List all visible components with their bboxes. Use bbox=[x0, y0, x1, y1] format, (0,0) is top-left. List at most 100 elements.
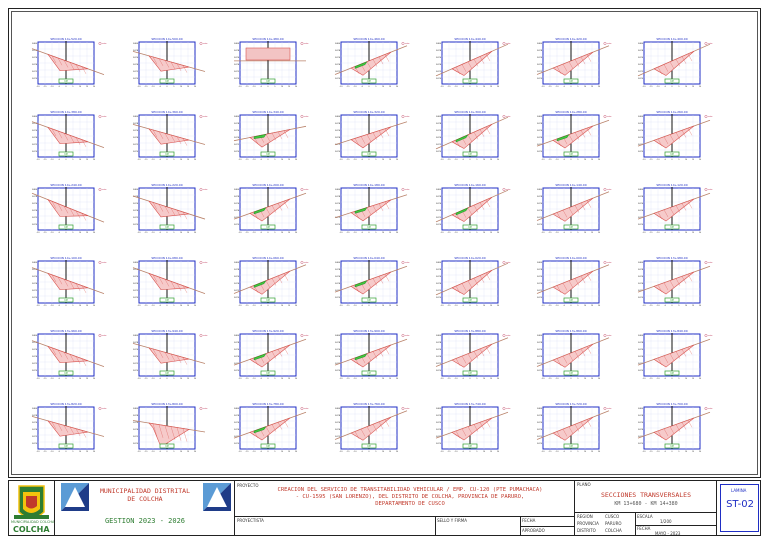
section-title: SECCION 13+740.00 bbox=[454, 402, 485, 406]
svg-text:5: 5 bbox=[274, 451, 275, 453]
svg-text:-20: -20 bbox=[239, 232, 243, 234]
svg-text:3474: 3474 bbox=[335, 356, 341, 358]
svg-text:3480: 3480 bbox=[537, 116, 543, 118]
svg-text:20: 20 bbox=[598, 305, 601, 307]
svg-text:5: 5 bbox=[476, 378, 477, 380]
svg-text:3472: 3472 bbox=[133, 144, 139, 146]
svg-text:10: 10 bbox=[281, 232, 284, 234]
svg-text:3470: 3470 bbox=[32, 78, 38, 80]
svg-text:cota: cota bbox=[203, 407, 208, 410]
svg-text:-10: -10 bbox=[354, 86, 358, 88]
svg-text:3478: 3478 bbox=[133, 50, 139, 52]
fill-area bbox=[253, 353, 267, 361]
svg-text:3480: 3480 bbox=[436, 43, 442, 45]
svg-text:3470: 3470 bbox=[234, 78, 240, 80]
svg-text:3470: 3470 bbox=[436, 443, 442, 445]
svg-text:20: 20 bbox=[295, 451, 298, 453]
svg-text:3480: 3480 bbox=[638, 335, 644, 337]
svg-text:0: 0 bbox=[469, 305, 471, 307]
svg-text:3478: 3478 bbox=[234, 415, 240, 417]
svg-text:-15: -15 bbox=[145, 232, 148, 234]
cross-section: SECCION 14+220.0034803478347634743472347… bbox=[132, 183, 208, 234]
svg-text:cota: cota bbox=[304, 115, 309, 118]
svg-text:cota: cota bbox=[405, 188, 410, 191]
svg-text:-10: -10 bbox=[152, 159, 156, 161]
svg-text:5: 5 bbox=[375, 86, 376, 88]
section-km-label: KM bbox=[266, 226, 269, 229]
svg-text:3470: 3470 bbox=[234, 370, 240, 372]
section-km-label: KM bbox=[367, 299, 370, 302]
svg-text:0: 0 bbox=[671, 159, 673, 161]
cut-area bbox=[47, 53, 89, 72]
cross-section: SECCION 14+200.0034803478347634743472347… bbox=[233, 183, 309, 234]
svg-text:-15: -15 bbox=[44, 159, 47, 161]
section-label-box bbox=[58, 151, 74, 157]
svg-text:0: 0 bbox=[166, 305, 168, 307]
svg-text:15: 15 bbox=[692, 86, 694, 88]
svg-text:-20: -20 bbox=[37, 232, 41, 234]
svg-text:3470: 3470 bbox=[32, 443, 38, 445]
svg-text:3480: 3480 bbox=[335, 43, 341, 45]
svg-text:3480: 3480 bbox=[234, 116, 240, 118]
svg-text:5: 5 bbox=[173, 451, 174, 453]
cross-section: SECCION 14+440.00 3480 3478 3476 3474 3472 347… bbox=[435, 37, 511, 88]
svg-text:5: 5 bbox=[678, 86, 679, 88]
cross-section: SECCION 13+760.00 3480 3478 3476 3474 3472 347… bbox=[334, 402, 410, 453]
svg-text:-20: -20 bbox=[340, 305, 344, 307]
svg-text:3480: 3480 bbox=[537, 408, 543, 410]
svg-text:-5: -5 bbox=[260, 159, 262, 161]
svg-text:3474: 3474 bbox=[335, 137, 341, 139]
section-title: SECCION 14+180.00 bbox=[353, 183, 384, 187]
svg-text:3480: 3480 bbox=[436, 189, 442, 191]
svg-text:15: 15 bbox=[86, 451, 88, 453]
section-title: SECCION 14+520.00 bbox=[50, 37, 81, 41]
section-km-label: KM bbox=[165, 445, 168, 448]
section-title: SECCION 14+340.00 bbox=[252, 110, 283, 114]
svg-text:10: 10 bbox=[382, 232, 385, 234]
cut-area bbox=[653, 271, 695, 295]
svg-text:3478: 3478 bbox=[537, 269, 543, 271]
svg-text:5: 5 bbox=[173, 232, 174, 234]
section-label-box bbox=[361, 151, 377, 157]
svg-text:3476: 3476 bbox=[537, 276, 543, 278]
svg-text:20: 20 bbox=[194, 86, 197, 88]
svg-text:15: 15 bbox=[389, 159, 391, 161]
svg-text:3474: 3474 bbox=[32, 429, 38, 431]
svg-text:3472: 3472 bbox=[537, 290, 543, 292]
svg-text:-15: -15 bbox=[650, 451, 653, 453]
svg-text:5: 5 bbox=[173, 305, 174, 307]
section-title: SECCION 14+400.00 bbox=[656, 37, 687, 41]
svg-text:0: 0 bbox=[267, 86, 269, 88]
svg-text:10: 10 bbox=[180, 451, 183, 453]
svg-text:20: 20 bbox=[497, 232, 500, 234]
cut-area bbox=[245, 47, 291, 61]
svg-text:3478: 3478 bbox=[234, 123, 240, 125]
cut-area bbox=[451, 196, 493, 222]
svg-text:15: 15 bbox=[490, 86, 492, 88]
svg-text:-10: -10 bbox=[152, 86, 156, 88]
svg-text:-20: -20 bbox=[441, 232, 445, 234]
section-title: SECCION 14+280.00 bbox=[555, 110, 586, 114]
svg-text:3478: 3478 bbox=[436, 50, 442, 52]
svg-text:3470: 3470 bbox=[638, 297, 644, 299]
svg-text:20: 20 bbox=[194, 305, 197, 307]
section-title: SECCION 14+480.00 bbox=[252, 37, 283, 41]
svg-text:-10: -10 bbox=[253, 378, 257, 380]
cut-area bbox=[451, 417, 493, 441]
svg-text:10: 10 bbox=[685, 451, 688, 453]
section-km-label: KM bbox=[64, 80, 67, 83]
svg-text:20: 20 bbox=[497, 305, 500, 307]
project-description: CREACION DEL SERVICIO DE TRANSITABILIDAD… bbox=[277, 487, 543, 507]
svg-text:20: 20 bbox=[194, 451, 197, 453]
section-title: SECCION 14+320.00 bbox=[353, 110, 384, 114]
svg-text:0: 0 bbox=[267, 232, 269, 234]
section-label-box bbox=[260, 151, 276, 157]
svg-text:3476: 3476 bbox=[133, 130, 139, 132]
section-label-box bbox=[260, 297, 276, 303]
svg-text:0: 0 bbox=[469, 451, 471, 453]
svg-text:-15: -15 bbox=[145, 378, 148, 380]
svg-text:20: 20 bbox=[497, 451, 500, 453]
svg-text:-10: -10 bbox=[253, 159, 257, 161]
svg-text:-15: -15 bbox=[650, 232, 653, 234]
section-label-box bbox=[664, 443, 680, 449]
